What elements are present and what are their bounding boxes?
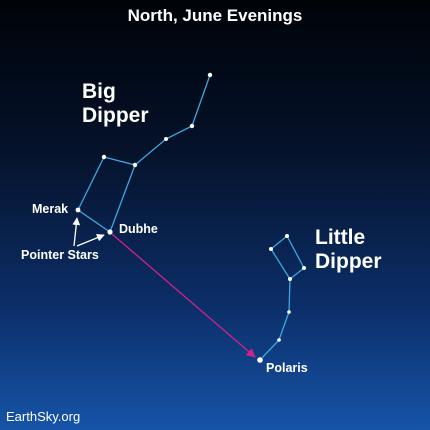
polaris-star: [257, 357, 263, 363]
dubhe-label: Dubhe: [119, 222, 158, 236]
chart-title: North, June Evenings: [127, 6, 303, 25]
merak-label: Merak: [32, 202, 69, 216]
big-dipper-star: [101, 154, 107, 160]
little-dipper-star: [302, 266, 306, 270]
big-dipper-star: [207, 72, 213, 78]
little-dipper-label: Little Dipper: [315, 226, 382, 274]
little-dipper-star: [288, 277, 292, 281]
merak-star: [75, 207, 81, 213]
big-dipper-star: [132, 162, 138, 168]
big-dipper-stars: [75, 72, 213, 235]
little-dipper-stars: [257, 234, 306, 363]
big-dipper-label: Big Dipper: [82, 80, 149, 128]
little-dipper-label-line2: Dipper: [315, 250, 382, 273]
little-dipper-lines: [259, 234, 305, 361]
big-dipper-label-line2: Dipper: [82, 104, 149, 127]
little-dipper-label-line1: Little: [315, 226, 366, 249]
big-dipper-star: [164, 137, 168, 141]
big-dipper-label-line1: Big: [82, 80, 116, 103]
little-dipper-star: [269, 247, 273, 251]
big-dipper-star: [189, 123, 195, 129]
pointer-arrow: [111, 233, 256, 358]
little-dipper-star: [287, 310, 291, 314]
pointer-stars-arrows: [72, 217, 105, 247]
dubhe-star: [107, 229, 113, 235]
polaris-label: Polaris: [266, 361, 308, 375]
little-dipper-star: [285, 234, 289, 238]
big-dipper-lines: [77, 74, 211, 234]
pointer-stars-label: Pointer Stars: [21, 248, 99, 262]
little-dipper-star: [277, 338, 281, 342]
credit-text: EarthSky.org: [6, 409, 81, 424]
